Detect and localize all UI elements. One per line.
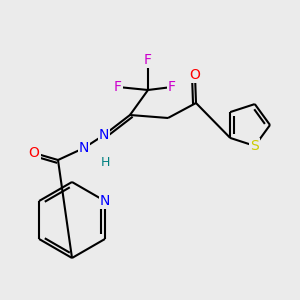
Text: S: S <box>250 139 259 153</box>
Text: N: N <box>79 141 89 155</box>
Text: N: N <box>99 128 109 142</box>
Text: F: F <box>168 80 176 94</box>
Text: F: F <box>144 53 152 67</box>
Text: F: F <box>114 80 122 94</box>
Text: H: H <box>100 157 110 169</box>
Text: N: N <box>100 194 110 208</box>
Text: O: O <box>190 68 200 82</box>
Text: O: O <box>28 146 39 160</box>
